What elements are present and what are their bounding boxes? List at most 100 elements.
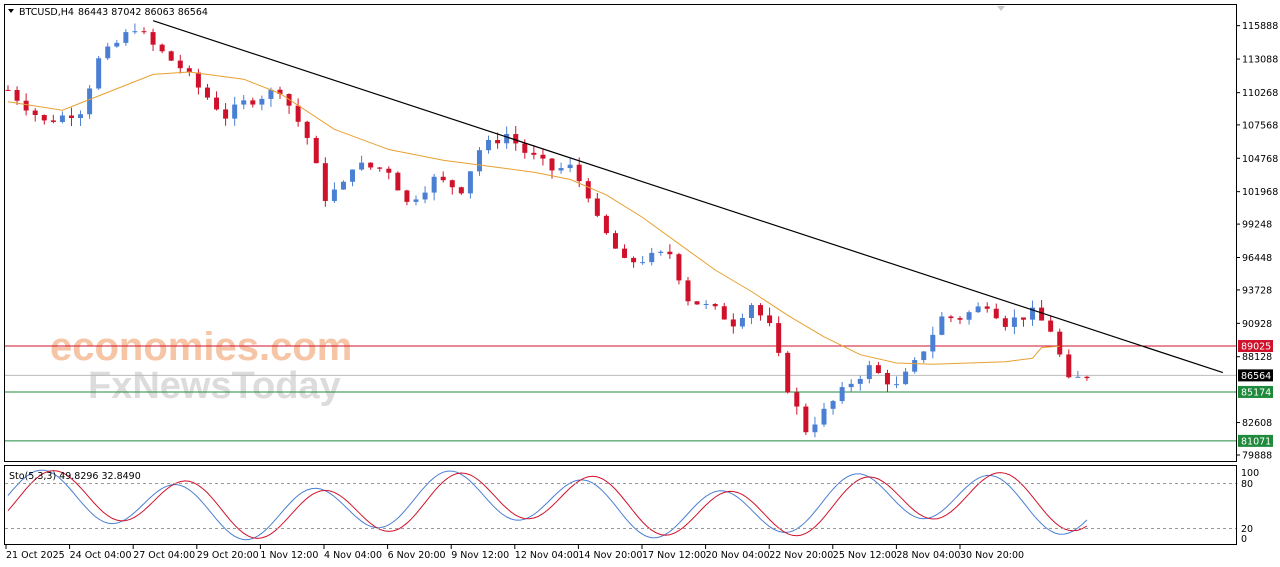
candle-body	[404, 190, 410, 202]
trendline	[152, 20, 1224, 374]
price-tick-label: 96448	[1242, 253, 1272, 264]
price-tick-label: 110268	[1242, 88, 1278, 99]
candle-body	[241, 100, 247, 105]
candle-body	[794, 392, 800, 407]
candle-body	[504, 134, 510, 144]
candle-body	[467, 171, 473, 194]
candle-body	[549, 158, 555, 171]
candle-body	[350, 169, 356, 182]
candle-body	[712, 303, 718, 307]
candle-body	[730, 319, 736, 327]
candle-body	[1048, 320, 1054, 332]
candle-body	[1011, 317, 1017, 327]
candle-body	[603, 215, 609, 234]
candle-body	[340, 181, 346, 190]
candle-body	[875, 365, 881, 373]
candle-body	[259, 98, 265, 105]
candle-body	[105, 46, 111, 59]
candle-body	[96, 58, 102, 89]
candle-body	[41, 115, 47, 121]
candle-body	[567, 164, 573, 169]
price-tick-label: 88128	[1242, 352, 1272, 363]
time-tick-label: 12 Nov 04:00	[515, 550, 579, 561]
candle-body	[667, 251, 673, 255]
candle-body	[721, 306, 727, 320]
time-tick-label: 22 Nov 20:00	[769, 550, 833, 561]
time-tick-label: 27 Oct 04:00	[133, 550, 195, 561]
price-tags: 89025 86564 85174 81071	[1238, 340, 1273, 447]
candle-body	[32, 110, 38, 116]
price-tick-label: 99248	[1242, 220, 1272, 231]
candle-body	[322, 163, 328, 201]
candle-body	[558, 168, 564, 171]
candle-body	[594, 198, 600, 216]
candles	[5, 23, 1090, 438]
candle-body	[685, 280, 691, 302]
price-tag	[1238, 385, 1273, 398]
price-tick-label: 107568	[1242, 120, 1278, 131]
chevron-down-icon[interactable]	[8, 9, 14, 13]
candle-body	[250, 100, 256, 105]
candle-body	[830, 401, 836, 409]
candle-body	[930, 334, 936, 352]
candle-body	[984, 306, 990, 309]
candle-body	[132, 31, 138, 33]
candle-body	[903, 371, 909, 385]
candle-body	[1030, 307, 1036, 320]
candle-body	[59, 115, 65, 122]
candle-body	[386, 168, 392, 173]
price-tick-label: 101968	[1242, 187, 1278, 198]
symbol-label: BTCUSD,H4	[19, 7, 74, 18]
price-tick-label: 115888	[1242, 21, 1278, 32]
price-tag-label: 85174	[1241, 387, 1271, 398]
candle-body	[1084, 376, 1090, 379]
time-tick-label: 29 Oct 20:00	[197, 550, 259, 561]
stochastic-lines	[7, 469, 1088, 541]
candle-body	[449, 180, 455, 188]
price-tag-label: 81071	[1241, 436, 1271, 447]
stoch-tick-0: 0	[1241, 534, 1247, 545]
stochastic-signal-line	[7, 470, 1088, 539]
candle-body	[658, 251, 664, 253]
candle-body	[422, 192, 428, 200]
candle-body	[476, 150, 482, 172]
candle-body	[531, 152, 537, 155]
candle-body	[295, 105, 301, 122]
candle-body	[585, 181, 591, 199]
candle-body	[78, 114, 84, 118]
stoch-tick-20: 20	[1241, 524, 1253, 535]
stoch-tick-100: 100	[1241, 468, 1259, 479]
candle-body	[1002, 318, 1008, 327]
candle-body	[5, 89, 11, 91]
candle-body	[821, 408, 827, 425]
candle-body	[331, 189, 337, 201]
time-tick-label: 6 Nov 20:00	[388, 550, 446, 561]
candle-body	[123, 32, 129, 43]
main-chart-frame	[4, 4, 1237, 462]
candle-body	[159, 44, 165, 52]
candle-body	[540, 154, 546, 159]
price-tag	[1238, 434, 1273, 447]
candle-body	[513, 134, 519, 144]
candle-body	[150, 32, 156, 45]
candle-body	[993, 308, 999, 319]
candle-body	[232, 104, 238, 119]
price-tick-label: 79888	[1242, 451, 1272, 462]
candle-body	[277, 89, 283, 95]
time-tick-label: 4 Nov 04:00	[324, 550, 382, 561]
candle-body	[313, 137, 319, 164]
candle-body	[739, 317, 745, 327]
candle-body	[486, 140, 492, 151]
time-tick-label: 24 Oct 04:00	[70, 550, 132, 561]
time-tick-label: 21 Oct 2025	[6, 550, 65, 561]
overlay-lines	[7, 20, 1224, 374]
candle-body	[186, 68, 192, 73]
candle-body	[141, 31, 147, 33]
candle-body	[776, 323, 782, 353]
scroll-marker-icon[interactable]	[997, 6, 1005, 11]
candle-body	[612, 233, 618, 249]
price-tick-label: 90928	[1242, 319, 1272, 330]
candle-body	[1057, 331, 1063, 355]
candle-body	[785, 352, 791, 393]
